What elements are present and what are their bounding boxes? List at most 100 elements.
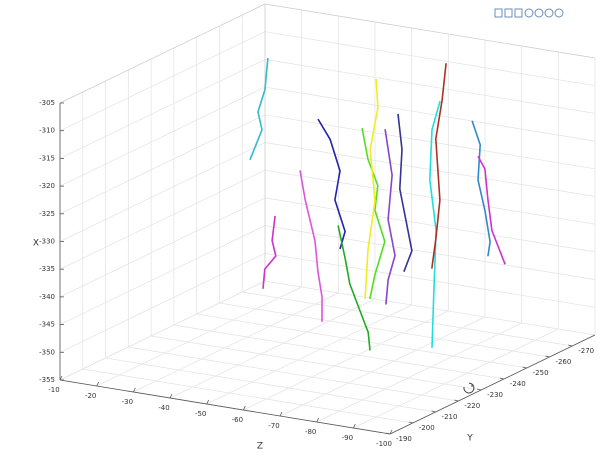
toolbar-button[interactable] bbox=[544, 8, 554, 18]
grid-line bbox=[353, 328, 559, 429]
toolbar-button[interactable] bbox=[554, 8, 564, 18]
y-tick-label: -200 bbox=[419, 424, 435, 432]
toolbar-button[interactable] bbox=[514, 8, 523, 18]
grid-line bbox=[59, 280, 266, 381]
grid-line bbox=[169, 298, 376, 399]
series-line bbox=[477, 155, 506, 265]
box-line bbox=[59, 3, 266, 104]
y-tick bbox=[545, 355, 550, 358]
grid-layer: -355 -350 -345 -340 -335 -330 -325 -320 -315 -310… bbox=[39, 3, 596, 448]
z-tick bbox=[96, 381, 100, 387]
grid-line bbox=[59, 169, 266, 270]
grid-line bbox=[279, 316, 486, 417]
grid-line bbox=[59, 142, 266, 242]
series-line bbox=[361, 128, 386, 300]
x-tick-label: -350 bbox=[39, 348, 55, 356]
grid-line bbox=[59, 252, 266, 353]
toolbar-button[interactable] bbox=[504, 8, 513, 18]
z-tick bbox=[279, 411, 283, 417]
grid-line bbox=[242, 291, 573, 347]
series-line bbox=[337, 225, 371, 351]
grid-line bbox=[243, 310, 449, 411]
z-tick bbox=[132, 387, 136, 393]
y-axis-label: Y bbox=[466, 434, 473, 444]
y-tick bbox=[477, 388, 482, 391]
grid-line bbox=[264, 225, 596, 280]
y-tick-label: -190 bbox=[396, 435, 412, 443]
x-tick-label: -325 bbox=[39, 210, 55, 218]
grid-line bbox=[105, 357, 436, 413]
z-tick-label: -90 bbox=[342, 434, 353, 442]
y-tick-label: -250 bbox=[533, 369, 549, 377]
z-tick bbox=[206, 399, 210, 405]
x-tick-label: -355 bbox=[39, 376, 55, 384]
grid-line bbox=[82, 368, 413, 424]
series-line bbox=[384, 129, 396, 305]
z-tick bbox=[316, 417, 320, 423]
z-tick bbox=[59, 375, 63, 381]
y-tick-label: -260 bbox=[555, 358, 571, 366]
y-tick bbox=[385, 432, 391, 435]
y-tick-label: -270 bbox=[578, 347, 594, 355]
y-tick bbox=[408, 421, 413, 424]
grid-line bbox=[219, 302, 550, 358]
series-line bbox=[364, 78, 379, 299]
grid-line bbox=[264, 197, 596, 253]
y-tick-label: -230 bbox=[487, 391, 503, 399]
grid-line bbox=[96, 286, 302, 387]
y-tick bbox=[499, 377, 504, 380]
grid-line bbox=[264, 169, 596, 225]
grid-line bbox=[59, 86, 266, 187]
z-tick-label: -80 bbox=[305, 428, 316, 436]
grid-line bbox=[173, 324, 504, 380]
z-tick bbox=[352, 423, 356, 429]
marks-layer bbox=[249, 58, 506, 351]
z-tick-label: -60 bbox=[232, 416, 243, 424]
grid-line bbox=[264, 252, 596, 308]
x-tick-label: -345 bbox=[39, 321, 55, 329]
y-tick-label: -220 bbox=[464, 402, 480, 410]
grid-line bbox=[196, 313, 527, 369]
series-line bbox=[317, 118, 346, 250]
z-tick-label: -50 bbox=[195, 410, 206, 418]
y-tick bbox=[454, 399, 459, 402]
z-tick-label: -40 bbox=[158, 404, 169, 412]
z-tick bbox=[169, 393, 173, 399]
x-tick-label: -330 bbox=[39, 238, 55, 246]
x-tick-label: -310 bbox=[39, 127, 55, 135]
y-tick bbox=[568, 344, 573, 347]
grid-line bbox=[264, 31, 596, 87]
y-tick-label: -240 bbox=[510, 380, 526, 388]
series-line bbox=[262, 215, 277, 289]
grid-line bbox=[264, 280, 596, 336]
z-tick-label: -20 bbox=[85, 392, 96, 400]
x-tick-label: -335 bbox=[39, 265, 55, 273]
grid-line bbox=[128, 346, 459, 402]
toolbar-button[interactable] bbox=[494, 8, 503, 18]
toolbar-button[interactable] bbox=[534, 8, 544, 18]
grid-line bbox=[59, 59, 266, 159]
grid-line bbox=[59, 197, 266, 298]
x-axis-label: X bbox=[33, 239, 39, 249]
grid-line bbox=[133, 292, 339, 393]
grid-line bbox=[59, 114, 266, 215]
axis-line bbox=[389, 334, 596, 435]
z-tick-label: -100 bbox=[376, 440, 392, 448]
y-tick-label: -210 bbox=[442, 413, 458, 421]
rotate-cursor bbox=[463, 382, 475, 394]
series-line bbox=[471, 120, 491, 257]
grid-line bbox=[59, 225, 266, 325]
grid-line bbox=[264, 86, 596, 142]
x-tick-label: -320 bbox=[39, 182, 55, 190]
series-line bbox=[249, 58, 269, 161]
series-line bbox=[431, 63, 447, 269]
x-tick-label: -315 bbox=[39, 154, 55, 162]
y-tick bbox=[522, 366, 527, 369]
z-tick-label: -10 bbox=[48, 386, 59, 394]
z-tick bbox=[389, 429, 393, 435]
toolbar-button[interactable] bbox=[524, 8, 534, 18]
z-axis-label: Z bbox=[257, 442, 263, 452]
series-line bbox=[429, 100, 441, 348]
